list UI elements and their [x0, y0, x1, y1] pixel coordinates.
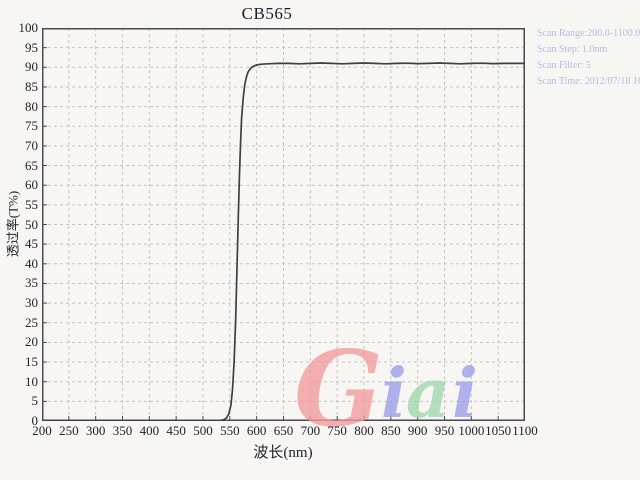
x-tick-label: 1000	[458, 423, 485, 438]
scan-info-block: Scan Range:200.0-1100.0nm Scan Step: 1.0…	[537, 26, 640, 90]
plot-area	[42, 28, 525, 421]
scan-info-line: Scan Time: 2012/07/18 16	[537, 76, 640, 87]
y-tick-label: 5	[31, 393, 39, 409]
x-tick-label: 450	[166, 423, 186, 438]
y-tick-label: 15	[25, 354, 38, 370]
y-tick-label: 25	[25, 314, 38, 330]
x-tick-label: 850	[381, 423, 401, 438]
scan-info-line: Scan Filter: 5	[537, 60, 591, 71]
y-tick-label: 80	[25, 98, 38, 114]
x-tick-label: 650	[273, 423, 294, 438]
y-tick-label: 65	[25, 157, 38, 173]
y-tick-label: 95	[25, 39, 38, 55]
scan-info-line: Scan Step: 1.0nm	[537, 44, 608, 55]
x-tick-label: 1050	[485, 423, 512, 438]
y-axis-label: 透过率(T%)	[5, 190, 21, 258]
y-tick-label: 0	[31, 413, 39, 428]
scan-info-line: Scan Range:200.0-1100.0nm	[537, 28, 640, 39]
y-tick-label: 30	[25, 295, 38, 311]
y-tick-label: 90	[25, 59, 38, 75]
y-tick-label: 40	[25, 255, 38, 271]
x-tick-label: 1100	[512, 423, 538, 438]
x-tick-label: 600	[246, 423, 267, 438]
x-tick-label: 800	[354, 423, 374, 438]
x-tick-label: 950	[434, 423, 455, 438]
transmission-curve-plot	[42, 28, 525, 421]
y-tick-label: 20	[25, 334, 38, 350]
x-tick-label: 400	[139, 423, 160, 438]
y-tick-label: 100	[18, 20, 39, 35]
y-tick-label: 60	[25, 177, 38, 193]
x-tick-label: 250	[59, 423, 79, 438]
x-tick-label: 750	[327, 423, 347, 438]
y-tick-label: 55	[25, 196, 38, 212]
y-tick-label: 35	[25, 275, 38, 291]
x-axis-label: 波长(nm)	[253, 445, 313, 461]
y-tick-label: 45	[25, 236, 38, 252]
x-tick-label: 200	[32, 423, 52, 438]
y-tick-label: 75	[25, 118, 38, 134]
x-tick-label: 700	[300, 423, 321, 438]
x-tick-label: 550	[220, 423, 240, 438]
y-tick-label: 10	[25, 373, 38, 389]
x-tick-label: 300	[85, 423, 106, 438]
x-tick-label: 900	[407, 423, 428, 438]
x-tick-label: 500	[193, 423, 213, 438]
y-tick-label: 70	[25, 137, 38, 153]
x-tick-label: 350	[112, 423, 133, 438]
chart-title: CB565	[241, 4, 293, 23]
y-tick-label: 85	[25, 78, 38, 94]
y-tick-label: 50	[25, 216, 38, 232]
